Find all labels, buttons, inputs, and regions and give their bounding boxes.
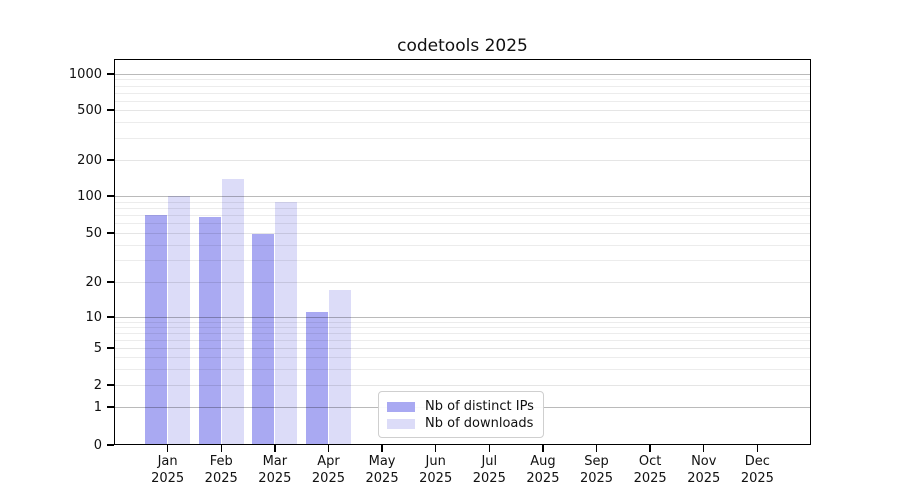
bar-distinct-ips: [145, 215, 168, 445]
x-tick-mark: [166, 445, 169, 452]
y-tick-label: 50: [85, 225, 102, 241]
y-tick-label: 0: [93, 437, 102, 453]
y-tick-mark: [107, 444, 114, 446]
legend-row-downloads: Nb of downloads: [387, 415, 543, 432]
y-tick-mark: [107, 195, 114, 197]
x-tick-mark: [220, 445, 222, 452]
x-tick-mark: [434, 445, 437, 452]
y-tick-mark: [107, 406, 114, 408]
y-tick-label: 5: [93, 340, 102, 356]
x-tick-label: Feb 2025: [204, 454, 238, 486]
distinct-ips-swatch-icon: [387, 401, 415, 412]
chart-title: codetools 2025: [397, 36, 528, 56]
y-tick-mark: [107, 109, 114, 111]
x-tick-mark: [274, 445, 276, 452]
y-tick-mark: [107, 316, 114, 318]
bar-downloads: [168, 196, 191, 445]
y-tick-label: 1: [93, 399, 102, 415]
bar-downloads: [221, 178, 244, 445]
x-tick-label: Apr 2025: [311, 454, 345, 486]
x-tick-label: Nov 2025: [687, 454, 721, 486]
y-tick-label: 20: [85, 274, 102, 290]
x-tick-label: Mar 2025: [258, 454, 292, 486]
x-tick-label: Jan 2025: [151, 454, 185, 486]
x-tick-label: Aug 2025: [526, 454, 560, 486]
y-tick-mark: [107, 232, 114, 234]
bar-distinct-ips: [305, 312, 328, 445]
x-tick-label: Sep 2025: [579, 454, 614, 486]
bar-distinct-ips: [252, 234, 275, 445]
downloads-swatch-icon: [387, 418, 415, 429]
x-tick-label: Jul 2025: [472, 454, 506, 486]
x-tick-mark: [649, 445, 651, 452]
x-tick-mark: [488, 445, 490, 452]
y-tick-label: 200: [77, 152, 102, 168]
y-tick-mark: [107, 384, 114, 386]
y-tick-label: 1000: [68, 66, 102, 82]
x-tick-mark: [542, 445, 544, 452]
x-tick-mark: [381, 445, 383, 452]
legend-label-downloads: Nb of downloads: [425, 416, 534, 431]
legend: Nb of distinct IPs Nb of downloads: [378, 391, 544, 438]
x-tick-label: Jun 2025: [419, 454, 453, 486]
x-tick-mark: [327, 445, 330, 452]
y-tick-mark: [107, 73, 114, 75]
x-tick-mark: [756, 445, 759, 452]
bar-downloads: [275, 201, 298, 445]
y-tick-label: 100: [77, 188, 102, 204]
y-tick-label: 10: [85, 309, 102, 325]
bar-distinct-ips: [198, 216, 221, 445]
y-tick-mark: [107, 159, 114, 161]
y-tick-mark: [107, 281, 114, 283]
y-tick-label: 500: [77, 102, 102, 118]
y-tick-label: 2: [93, 377, 102, 393]
x-tick-mark: [703, 445, 705, 452]
x-tick-label: Dec 2025: [740, 454, 774, 486]
x-tick-mark: [595, 445, 598, 452]
bar-downloads: [328, 290, 351, 445]
y-tick-mark: [107, 347, 114, 349]
x-tick-label: Oct 2025: [633, 454, 667, 486]
legend-row-distinct-ips: Nb of distinct IPs: [387, 398, 543, 415]
x-tick-label: May 2025: [365, 454, 399, 486]
legend-label-distinct-ips: Nb of distinct IPs: [425, 399, 534, 414]
